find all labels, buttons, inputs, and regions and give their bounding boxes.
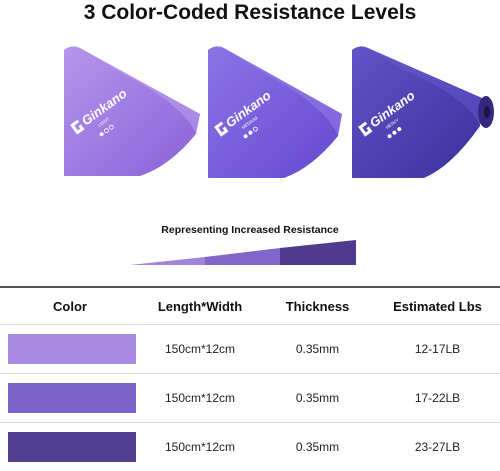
header-estimated-lbs: Estimated Lbs	[375, 288, 500, 325]
resistance-bands-illustration: Ginkano LIGHT Ginkano MEDIUM Ginkano	[0, 36, 500, 206]
band-medium: Ginkano MEDIUM	[208, 46, 342, 178]
color-swatch-heavy	[8, 432, 136, 462]
cell-estimated-lbs: 23-27LB	[375, 423, 500, 471]
color-swatch-medium	[8, 383, 136, 413]
wedge-segment-medium	[205, 248, 280, 265]
page-title: 3 Color-Coded Resistance Levels	[0, 0, 500, 26]
band-heavy: Ginkano HEAVY	[352, 46, 494, 178]
spec-table: Color Length*Width Thickness Estimated L…	[0, 288, 500, 471]
spec-table-header: Color Length*Width Thickness Estimated L…	[0, 288, 500, 325]
table-row: 150cm*12cm 0.35mm 23-27LB	[0, 423, 500, 471]
table-row: 150cm*12cm 0.35mm 12-17LB	[0, 325, 500, 374]
band-heavy-body	[352, 46, 482, 178]
cell-length-width: 150cm*12cm	[140, 423, 260, 471]
cell-estimated-lbs: 17-22LB	[375, 374, 500, 423]
header-length-width: Length*Width	[140, 288, 260, 325]
resistance-subtitle: Representing Increased Resistance	[0, 224, 500, 236]
band-light: Ginkano LIGHT	[64, 46, 200, 176]
cell-length-width: 150cm*12cm	[140, 325, 260, 374]
cell-thickness: 0.35mm	[260, 325, 375, 374]
band-heavy-roll-core	[484, 106, 490, 118]
cell-length-width: 150cm*12cm	[140, 374, 260, 423]
resistance-wedge	[130, 240, 356, 266]
header-thickness: Thickness	[260, 288, 375, 325]
wedge-segment-light	[130, 257, 205, 265]
color-swatch-light	[8, 334, 136, 364]
header-color: Color	[0, 288, 140, 325]
cell-thickness: 0.35mm	[260, 423, 375, 471]
cell-estimated-lbs: 12-17LB	[375, 325, 500, 374]
table-row: 150cm*12cm 0.35mm 17-22LB	[0, 374, 500, 423]
wedge-segment-heavy	[280, 240, 356, 265]
cell-thickness: 0.35mm	[260, 374, 375, 423]
